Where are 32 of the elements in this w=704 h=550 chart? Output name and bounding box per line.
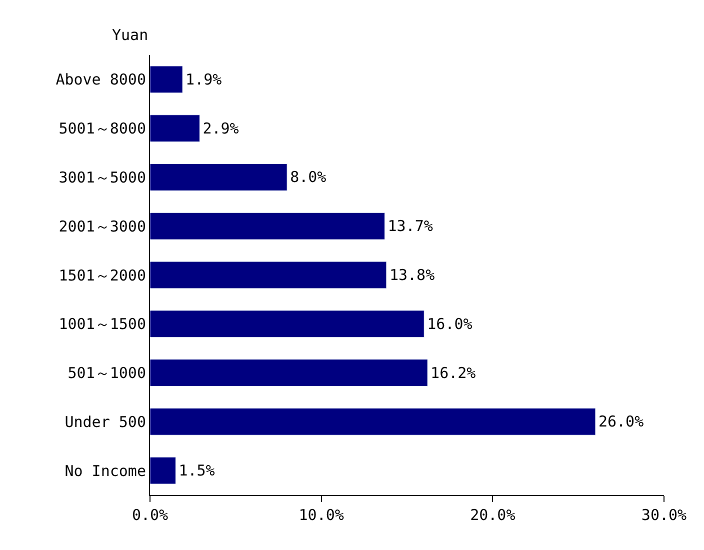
bar	[150, 212, 385, 240]
y-tick-label: Above 8000	[56, 70, 146, 89]
bar	[150, 66, 183, 94]
bar	[150, 456, 176, 484]
y-tick-label: 5001～8000	[58, 120, 146, 138]
y-tick-label: 2001～3000	[58, 217, 146, 236]
data-label: 2.9%	[202, 119, 239, 138]
y-tick-label: 3001～5000	[58, 168, 146, 186]
data-label: 13.7%	[388, 217, 433, 236]
x-tick-label: 30.0%	[641, 506, 687, 524]
data-label: 13.8%	[389, 266, 435, 284]
x-tick-label: 20.0%	[470, 506, 516, 524]
y-tick-label: 501～1000	[68, 364, 146, 382]
y-tick-label: 1501～2000	[58, 266, 146, 284]
bar	[150, 114, 200, 142]
bar	[150, 261, 387, 289]
x-tick-label: 0.0%	[132, 506, 168, 524]
data-label: 16.0%	[427, 314, 472, 333]
y-axis-title: Yuan	[112, 26, 148, 44]
bar	[150, 408, 596, 436]
y-tick-label: 1001～1500	[58, 315, 146, 334]
y-tick-label: Under 500	[64, 412, 146, 431]
data-label: 1.9%	[186, 70, 222, 88]
data-label: 8.0%	[290, 168, 326, 186]
bar	[150, 359, 428, 386]
bar	[150, 310, 424, 338]
bar	[150, 164, 288, 191]
data-label: 16.2%	[430, 364, 476, 382]
x-tick-label: 10.0%	[298, 506, 344, 524]
data-label: 1.5%	[178, 462, 215, 480]
data-label: 26.0%	[598, 412, 644, 431]
y-tick-label: No Income	[64, 462, 146, 480]
